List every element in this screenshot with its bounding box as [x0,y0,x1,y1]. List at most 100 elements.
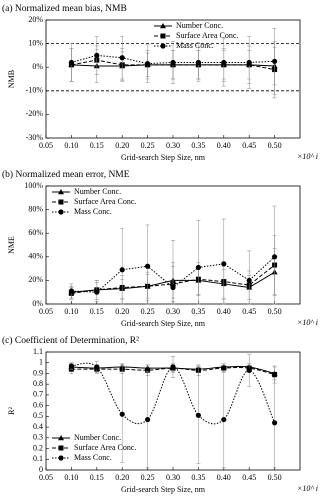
x-tick-label: 0.10 [64,307,78,316]
marker [119,55,125,61]
y-tick-label: 1.1 [33,347,43,356]
y-axis-label: NME [7,236,16,254]
marker [272,420,278,426]
x-tick-label: 0.35 [191,141,205,150]
marker [170,284,176,291]
chart-title: (b) Normalized mean error, NME [2,169,130,180]
marker [119,411,125,417]
x-tick-label: 0.35 [191,473,205,482]
chart-title: (c) Coefficient of Determination, R² [2,335,139,346]
x-axis-label: Grid-search Step Size, nm [121,485,206,494]
marker [145,263,151,269]
x-tick-label: 0.05 [39,307,53,316]
marker [94,289,100,295]
legend-label: Surface Area Conc. [176,31,238,40]
marker [94,52,100,59]
marker [119,267,125,273]
x-tick-label: 0.15 [90,307,104,316]
legend-label: Number Conc. [74,433,121,442]
x-tick-label: 0.30 [166,473,180,482]
y-tick-label: 0.5 [33,411,43,420]
marker [94,364,100,370]
y-axis-label: NMB [7,70,16,88]
y-tick-label: 0.9 [33,368,43,377]
series-line [71,367,275,376]
marker [68,363,74,369]
marker [221,365,227,371]
x-tick-label: 0.30 [166,141,180,150]
marker [221,59,227,66]
legend-marker [160,43,166,49]
x-tick-label: 0.50 [268,141,282,150]
marker [272,58,278,64]
legend-marker [58,445,64,451]
x-axis-label: Grid-search Step Size, nm [121,319,206,328]
y-tick-label: 60% [28,228,43,237]
y-tick-label: 0.4 [33,422,43,431]
marker [246,277,252,283]
marker [195,59,201,66]
x-tick-label: 0.25 [141,307,155,316]
x-tick-label: 0.20 [115,307,129,316]
y-tick-label: 20% [28,15,43,24]
x-tick-label: 0.05 [39,141,53,150]
y-axis-label: R² [7,407,16,415]
y-tick-label: 20% [28,275,43,284]
x-tick-label: 0.50 [268,307,282,316]
x-tick-label: 0.25 [141,141,155,150]
y-tick-label: 0.3 [33,433,43,442]
legend-marker [58,189,64,195]
x-axis-label: Grid-search Step Size, nm [121,153,206,162]
y-tick-label: 1 [39,358,43,367]
x-tick-label: 0.25 [141,473,155,482]
x-tick-label: 0.45 [242,141,256,150]
y-tick-label: -30% [26,133,44,142]
legend-label: Surface Area Conc. [74,197,136,206]
legend-label: Mass Conc. [74,453,112,462]
y-tick-label: 40% [28,252,43,261]
y-tick-label: 0.8 [33,379,43,388]
marker [145,367,151,373]
legend-marker [58,199,64,205]
y-tick-label: 0% [32,299,43,308]
y-tick-label: 0 [39,465,43,474]
chart-title: (a) Normalized mean bias, NMB [2,3,127,14]
x-tick-label: 0.15 [90,473,104,482]
legend-marker [58,435,64,441]
x-note: ×10^ i [297,318,318,327]
x-tick-label: 0.30 [166,307,180,316]
y-tick-label: -10% [26,86,44,95]
x-tick-label: 0.45 [242,307,256,316]
legend-marker [58,455,64,461]
marker [272,254,278,260]
y-tick-label: 0.2 [33,443,43,452]
x-tick-label: 0.10 [64,141,78,150]
x-tick-label: 0.20 [115,141,129,150]
legend-label: Number Conc. [176,21,223,30]
marker [195,264,201,271]
y-tick-label: -20% [26,109,44,118]
marker [221,416,227,423]
x-note: ×10^ i [297,484,318,493]
y-tick-label: 100% [24,181,43,190]
legend-label: Number Conc. [74,187,121,196]
y-tick-label: 0% [32,62,43,71]
marker [145,416,151,423]
x-tick-label: 0.40 [217,473,231,482]
marker [68,288,74,294]
legend-marker [58,209,64,215]
legend-label: Mass Conc. [176,41,214,50]
marker [246,59,252,66]
y-tick-label: 0.1 [33,454,43,463]
marker [170,364,176,370]
marker [221,261,227,267]
y-tick-label: 80% [28,204,43,213]
x-tick-label: 0.50 [268,473,282,482]
marker [68,59,74,66]
x-tick-label: 0.20 [115,473,129,482]
x-tick-label: 0.05 [39,473,53,482]
legend-label: Mass Conc. [74,207,112,216]
x-tick-label: 0.10 [64,473,78,482]
